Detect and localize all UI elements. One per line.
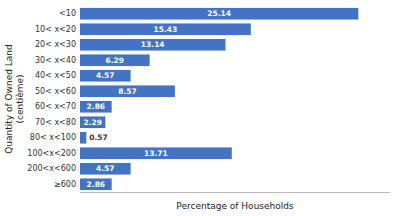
data-label: 2.86 xyxy=(87,180,106,189)
data-label: 8.57 xyxy=(118,87,137,96)
y-tick-label: 100<x<200 xyxy=(27,149,76,158)
y-tick-label: 70< x<80 xyxy=(35,118,76,127)
y-axis-label: Quantity of Owned Land(centième) xyxy=(4,44,25,154)
bar xyxy=(80,39,225,51)
chart-container: 25.1415.4313.146.294.578.572.862.290.571… xyxy=(0,0,400,216)
bar xyxy=(80,70,131,82)
bar xyxy=(80,178,112,190)
bar xyxy=(80,8,358,20)
y-tick-label: 20< x<30 xyxy=(35,40,76,49)
bar xyxy=(80,101,112,113)
data-label: 15.43 xyxy=(154,25,178,34)
data-label: 2.86 xyxy=(87,102,106,111)
y-axis-label-line: (centième) xyxy=(15,74,25,123)
y-tick-labels: <10 10< x<20 20< x<30 30< x<40 40< x<50 50< x… xyxy=(27,9,76,189)
x-axis-line xyxy=(80,192,390,193)
chart: 25.1415.4313.146.294.578.572.862.290.571… xyxy=(0,0,400,216)
bar xyxy=(80,23,251,35)
x-axis-label: Percentage of Households xyxy=(176,201,294,211)
bar xyxy=(80,147,232,159)
y-tick-label: 60< x<70 xyxy=(35,102,76,111)
data-label: 4.57 xyxy=(96,164,115,173)
bar xyxy=(80,163,131,175)
y-tick-label: 10< x<20 xyxy=(35,25,76,34)
data-label: 6.29 xyxy=(106,56,125,65)
data-labels: 25.1415.4313.146.294.578.572.862.290.571… xyxy=(83,9,231,189)
data-label: 0.57 xyxy=(89,133,108,142)
bar xyxy=(80,116,105,128)
bars xyxy=(80,8,358,190)
y-tick-label: 40< x<50 xyxy=(35,71,76,80)
data-label: 4.57 xyxy=(96,71,115,80)
y-tick-label: 50< x<60 xyxy=(35,87,76,96)
bar xyxy=(80,132,86,144)
y-tick-label: 200<x<600 xyxy=(27,164,76,173)
data-label: 13.14 xyxy=(141,40,165,49)
y-tick-label: 80< x<100 xyxy=(30,133,76,142)
y-tick-label: ≥600 xyxy=(54,180,76,189)
y-axis-label-line: Quantity of Owned Land xyxy=(4,44,14,154)
y-tick-label: <10 xyxy=(59,9,76,18)
data-label: 13.71 xyxy=(144,149,168,158)
data-label: 25.14 xyxy=(207,9,231,18)
data-label: 2.29 xyxy=(83,118,102,127)
bar xyxy=(80,85,175,97)
bar xyxy=(80,54,150,66)
y-tick-label: 30< x<40 xyxy=(35,56,76,65)
